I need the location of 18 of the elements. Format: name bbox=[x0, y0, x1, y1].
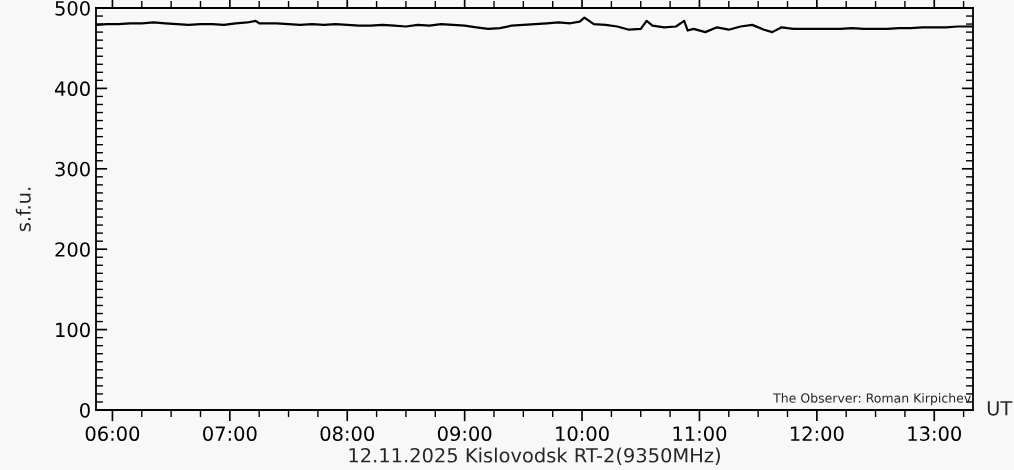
x-axis-title: 12.11.2025 Kislovodsk RT-2(9350MHz) bbox=[349, 447, 720, 465]
x-tick-label: 06:00 bbox=[85, 426, 140, 442]
x-tick-label: 10:00 bbox=[556, 426, 609, 442]
x-tick-label: 08:00 bbox=[320, 426, 374, 442]
x-tick-label: 12:00 bbox=[790, 426, 844, 442]
text: UT bbox=[987, 401, 1013, 416]
x-tick-label: 13:00 bbox=[908, 426, 961, 442]
x-tick-label: 07:00 bbox=[203, 426, 257, 442]
y-axis-title: s.f.u. bbox=[15, 187, 31, 232]
annotation: The Observer: Roman Kirpichev bbox=[773, 393, 971, 406]
y-tick-label: 200 bbox=[55, 242, 90, 257]
y-tick-label: 100 bbox=[56, 322, 90, 338]
y-tick-label: 400 bbox=[54, 81, 90, 97]
y-tick-label: 500 bbox=[55, 0, 90, 16]
x-tick-label: 09:00 bbox=[437, 426, 492, 442]
x-tick-label: 11:00 bbox=[673, 426, 727, 442]
y-tick-label: 0 bbox=[80, 402, 90, 418]
y-tick-label: 300 bbox=[55, 161, 90, 177]
